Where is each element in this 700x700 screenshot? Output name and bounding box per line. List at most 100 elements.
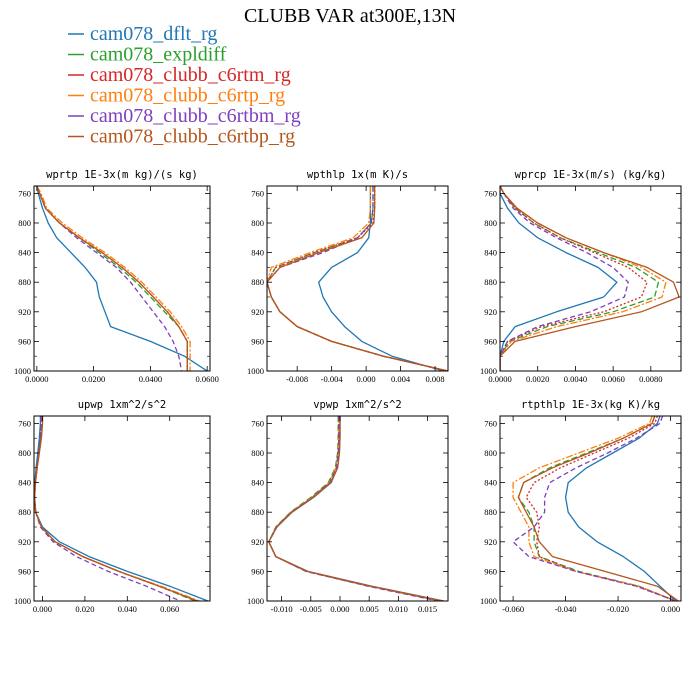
curves	[500, 186, 680, 371]
y-tick-label: 880	[251, 507, 264, 517]
x-tick-label: 0.015	[418, 604, 437, 614]
x-tick-label: -0.020	[607, 604, 629, 614]
y-tick-label: 960	[251, 566, 264, 576]
panel-4: upwp 1xm^2/s^2 760 800 840 880 920 960 10000.00…	[14, 399, 211, 614]
series-line-cam078_expldiff	[36, 186, 188, 371]
x-tick-label: 0.005	[360, 604, 379, 614]
x-tick-label: 0.020	[75, 604, 94, 614]
legend-label: cam078_dflt_rg	[90, 23, 217, 45]
curves	[512, 416, 679, 601]
y-tick-label: 1000	[480, 366, 497, 376]
y-tick-label: 800	[484, 218, 497, 228]
x-tick-label: 0.0020	[526, 374, 549, 384]
y-tick-label: 1000	[14, 596, 31, 606]
x-tick-label: 0.008	[426, 374, 445, 384]
x-tick-label: -0.010	[271, 604, 293, 614]
panel-3: wprcp 1E-3x(m/s) (kg/kg) 760 800 840 880 920 9…	[480, 169, 682, 384]
x-tick-label: -0.008	[286, 374, 308, 384]
x-tick-label: -0.040	[555, 604, 577, 614]
series-line-cam078_dflt_rg	[564, 416, 677, 601]
series-line-cam078_clubb_c6rtbp_rg	[267, 186, 448, 371]
series-line-cam078_clubb_c6rtbp_rg	[517, 416, 679, 601]
series-line-cam078_clubb_c6rtm_rg	[500, 186, 648, 371]
plot-frame	[499, 185, 682, 372]
y-tick-label: 800	[251, 218, 264, 228]
x-tick-label: 0.0000	[488, 374, 511, 384]
x-tick-label: 0.0040	[564, 374, 587, 384]
y-tick-label: 1000	[247, 366, 264, 376]
panel-title: vpwp 1xm^2/s^2	[313, 399, 402, 411]
panel-title: wprcp 1E-3x(m/s) (kg/kg)	[515, 169, 667, 181]
y-tick-label: 760	[18, 418, 31, 428]
series-line-cam078_expldiff	[268, 416, 441, 601]
x-tick-label: -0.004	[321, 374, 344, 384]
figure-title: CLUBB VAR at300E,13N	[244, 5, 456, 27]
y-tick-label: 880	[18, 277, 31, 287]
series-line-cam078_clubb_c6rtbp_rg	[268, 416, 443, 601]
legend-label: cam078_clubb_c6rtm_rg	[90, 64, 291, 86]
plot-frame	[499, 415, 682, 602]
x-tick-label: 0.000	[33, 604, 52, 614]
y-tick-label: 920	[484, 307, 497, 317]
y-tick-label: 760	[484, 418, 497, 428]
x-tick-label: 0.000	[357, 374, 376, 384]
legend: cam078_dflt_rgcam078_expldiffcam078_club…	[68, 23, 301, 148]
x-tick-label: 0.010	[389, 604, 408, 614]
series-line-cam078_clubb_c6rtbm_rg	[267, 186, 448, 371]
y-tick-label: 960	[484, 566, 497, 576]
x-tick-label: 0.000	[661, 604, 680, 614]
y-tick-label: 960	[484, 336, 497, 346]
y-tick-label: 1000	[14, 366, 31, 376]
panel-title: rtpthlp 1E-3x(kg K)/kg	[521, 399, 660, 411]
y-tick-label: 960	[18, 566, 31, 576]
y-tick-label: 1000	[480, 596, 497, 606]
y-tick-label: 800	[18, 218, 31, 228]
curves	[267, 186, 448, 371]
y-tick-label: 880	[251, 277, 264, 287]
y-tick-label: 840	[18, 248, 31, 258]
series-line-cam078_dflt_rg	[500, 186, 618, 371]
series-line-cam078_clubb_c6rtp_rg	[512, 416, 677, 601]
x-tick-label: 0.0000	[25, 374, 48, 384]
series-line-cam078_clubb_c6rtm_rg	[267, 186, 448, 371]
y-tick-label: 760	[251, 188, 264, 198]
y-tick-label: 1000	[247, 596, 264, 606]
series-line-cam078_dflt_rg	[36, 186, 208, 371]
series-line-cam078_clubb_c6rtbm_rg	[36, 186, 183, 371]
plot-frame	[266, 415, 449, 602]
x-tick-label: 0.000	[330, 604, 349, 614]
series-line-cam078_clubb_c6rtbp_rg	[34, 416, 198, 601]
series-line-cam078_clubb_c6rtbm_rg	[268, 416, 439, 601]
y-tick-label: 920	[18, 537, 31, 547]
y-tick-label: 880	[484, 507, 497, 517]
legend-label: cam078_clubb_c6rtp_rg	[90, 85, 285, 107]
y-tick-label: 760	[484, 188, 497, 198]
series-line-cam078_dflt_rg	[318, 186, 444, 371]
series-line-cam078_clubb_c6rtp_rg	[36, 186, 191, 371]
series-line-cam078_clubb_c6rtbp_rg	[500, 186, 680, 371]
series-line-cam078_clubb_c6rtbm_rg	[500, 186, 629, 371]
y-tick-label: 920	[18, 307, 31, 317]
y-tick-label: 920	[484, 537, 497, 547]
x-tick-label: 0.060	[160, 604, 179, 614]
series-line-cam078_expldiff	[500, 186, 660, 371]
y-tick-label: 800	[18, 448, 31, 458]
series-line-cam078_dflt_rg	[34, 416, 209, 601]
series-line-cam078_expldiff	[267, 186, 448, 371]
y-tick-label: 960	[251, 336, 264, 346]
y-tick-label: 800	[251, 448, 264, 458]
y-tick-label: 840	[18, 478, 31, 488]
x-tick-label: 0.040	[118, 604, 137, 614]
series-line-cam078_clubb_c6rtbm_rg	[512, 416, 677, 601]
series-line-cam078_expldiff	[517, 416, 677, 601]
y-tick-label: 840	[484, 478, 497, 488]
plot-frame	[266, 185, 449, 372]
y-tick-label: 880	[484, 277, 497, 287]
series-line-cam078_clubb_c6rtbp_rg	[36, 186, 188, 371]
panel-2: wpthlp 1x(m K)/s 760 800 840 880 920 960 1000 -0…	[247, 169, 449, 384]
y-tick-label: 840	[484, 248, 497, 258]
series-line-cam078_clubb_c6rtm_rg	[525, 416, 677, 601]
y-tick-label: 920	[251, 537, 264, 547]
legend-label: cam078_clubb_c6rtbm_rg	[90, 105, 301, 127]
